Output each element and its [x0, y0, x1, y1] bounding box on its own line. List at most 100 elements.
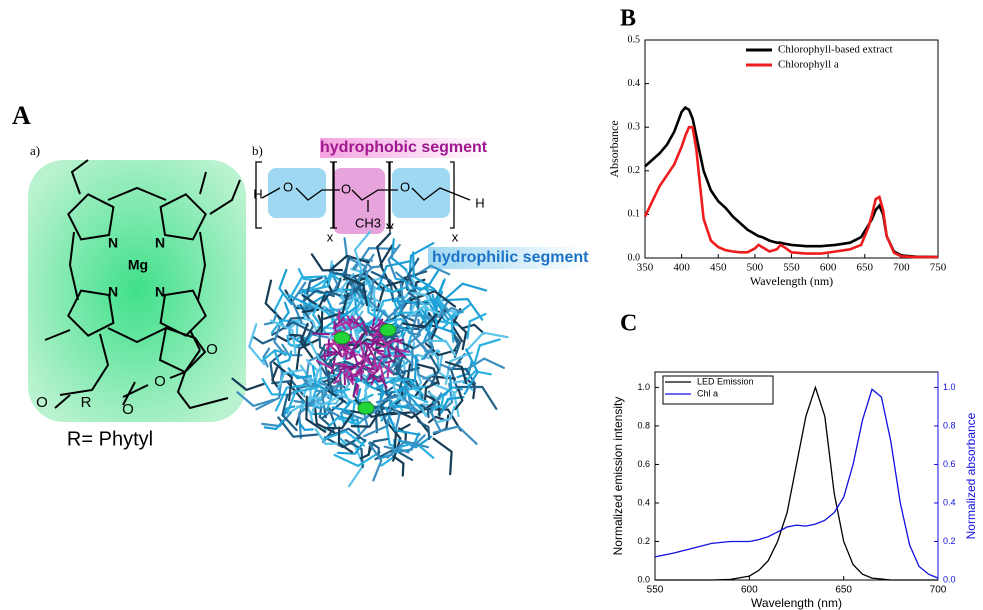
- molecule-background: [28, 160, 246, 422]
- y-tick-label: 0.0: [628, 252, 641, 263]
- chain: [465, 331, 509, 352]
- core-chain: [368, 363, 377, 372]
- chain: [367, 296, 383, 321]
- y-tick-label: 0.2: [628, 165, 641, 176]
- chain: [423, 381, 439, 403]
- chain: [323, 292, 349, 320]
- x-tick-label: 600: [741, 585, 758, 596]
- sub-label: a): [30, 143, 40, 158]
- chain: [251, 335, 275, 345]
- y-tick-label: 1.0: [637, 382, 650, 392]
- core-chain: [377, 358, 383, 367]
- ring: [67, 289, 115, 337]
- core-chain: [367, 370, 377, 374]
- core-chain: [342, 371, 355, 385]
- chain: [288, 275, 327, 300]
- chain: [368, 442, 383, 482]
- panel-label: B: [620, 6, 636, 32]
- chain: [384, 406, 421, 436]
- chain: [417, 363, 440, 385]
- chain: [454, 388, 464, 411]
- core-chain: [316, 359, 332, 369]
- panel-label: C: [620, 311, 637, 337]
- x-tick-label: 450: [710, 262, 727, 274]
- core-chain: [312, 332, 330, 336]
- chain: [271, 321, 317, 336]
- chain: [396, 270, 428, 301]
- chain: [328, 254, 370, 272]
- chain: [392, 455, 405, 477]
- panel-label: A: [12, 101, 31, 130]
- chain: [236, 391, 275, 408]
- core-chain: [332, 379, 341, 385]
- chain: [419, 404, 430, 419]
- atom: N: [108, 284, 118, 300]
- x-tick-label: 650: [835, 585, 852, 596]
- chain: [310, 393, 335, 416]
- x-tick-label: 550: [783, 262, 800, 274]
- core-chain: [362, 320, 368, 336]
- core-chain: [384, 359, 395, 364]
- methyl: CH3: [355, 215, 381, 230]
- y-tick-label: 0.3: [628, 121, 641, 132]
- chain: [331, 406, 357, 428]
- atom: O: [36, 394, 48, 411]
- chain: [387, 378, 425, 397]
- peg-block: [268, 168, 326, 218]
- dye: [357, 401, 375, 415]
- x-tick-label: 700: [930, 585, 947, 596]
- core-chain: [387, 347, 391, 356]
- chart: B 350 400 450 500 550 600 650 700 750 0.0 0.1 0.2 0.3…: [607, 6, 947, 288]
- core-chain: [360, 342, 372, 346]
- legend-label: LED Emission: [697, 376, 754, 386]
- chain: [447, 367, 476, 385]
- ring: [158, 326, 207, 374]
- chain: [273, 324, 287, 357]
- polymer-bonds: [255, 161, 471, 229]
- core-chain: [379, 375, 388, 389]
- chain: [432, 396, 445, 410]
- chain: [369, 278, 389, 319]
- chain: [298, 422, 314, 432]
- x-tick-label: 350: [637, 262, 654, 274]
- chain: [386, 283, 405, 319]
- chain: [427, 339, 456, 357]
- chain: [407, 305, 441, 319]
- core-chain: [383, 337, 399, 348]
- core-chain: [362, 355, 369, 367]
- chain: [248, 323, 266, 366]
- y2-tick-label: 0.0: [943, 574, 956, 584]
- atom: O: [122, 401, 134, 418]
- x-tick-label: 750: [930, 262, 947, 274]
- y-tick-label: 0.0: [637, 574, 650, 584]
- series-line: [654, 388, 939, 579]
- chain: [260, 348, 293, 363]
- chain: [393, 355, 418, 394]
- chain: [393, 423, 411, 449]
- legend-label: Chlorophyll-based extract: [778, 44, 893, 56]
- core-chain: [348, 370, 365, 378]
- legend-box: [662, 375, 774, 405]
- chain: [384, 419, 402, 462]
- chain: [231, 377, 265, 392]
- atom: N: [155, 235, 165, 251]
- y2-tick-label: 0.6: [943, 459, 956, 469]
- chain: [282, 405, 296, 418]
- chain: [286, 386, 319, 415]
- chain: [473, 338, 501, 367]
- core-chain: [352, 383, 359, 398]
- chain: [316, 353, 346, 367]
- chain: [443, 282, 488, 301]
- y2-tick-label: 0.4: [943, 497, 956, 507]
- chain: [406, 318, 421, 346]
- chain: [320, 393, 362, 408]
- chain: [305, 395, 327, 433]
- chain: [295, 338, 320, 371]
- chain: [276, 369, 303, 390]
- core-chain: [351, 322, 364, 330]
- chain: [452, 319, 468, 351]
- chain: [358, 310, 385, 326]
- chain: [450, 353, 466, 392]
- chain: [410, 307, 430, 354]
- core-chain: [348, 318, 360, 326]
